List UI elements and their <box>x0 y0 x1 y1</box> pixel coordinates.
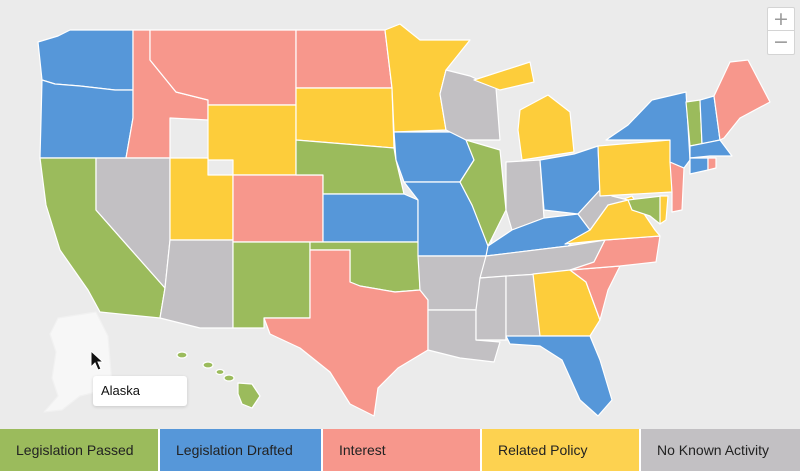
state-wyoming[interactable] <box>207 104 297 176</box>
state-michigan[interactable] <box>473 61 575 161</box>
state-new-jersey[interactable] <box>669 161 685 213</box>
state-texas[interactable] <box>263 249 429 417</box>
state-utah[interactable] <box>169 157 234 241</box>
state-illinois[interactable] <box>459 139 507 247</box>
zoom-out-button[interactable]: − <box>773 31 789 53</box>
state-washington[interactable] <box>37 29 134 91</box>
legend-legislation-drafted[interactable]: Legislation Drafted <box>160 429 323 471</box>
state-pennsylvania[interactable] <box>597 139 673 197</box>
state-colorado[interactable] <box>232 174 324 243</box>
state-kansas[interactable] <box>322 193 419 243</box>
map-legend: Legislation Passed Legislation Drafted I… <box>0 429 800 471</box>
state-florida[interactable] <box>505 335 613 417</box>
state-delaware[interactable] <box>659 195 669 225</box>
state-wisconsin[interactable] <box>439 69 501 141</box>
state-new-mexico[interactable] <box>232 241 311 329</box>
legend-label: Legislation Passed <box>16 442 134 458</box>
legend-legislation-passed[interactable]: Legislation Passed <box>0 429 160 471</box>
legend-no-known-activity[interactable]: No Known Activity <box>641 429 800 471</box>
state-maryland[interactable] <box>627 195 663 225</box>
zoom-control: + − <box>767 7 795 55</box>
state-mississippi[interactable] <box>475 275 507 341</box>
state-arkansas[interactable] <box>417 255 487 311</box>
legend-label: Legislation Drafted <box>176 442 293 458</box>
zoom-in-button[interactable]: + <box>768 8 794 31</box>
state-south-dakota[interactable] <box>295 87 395 149</box>
state-arizona[interactable] <box>159 239 234 329</box>
mouse-pointer-icon <box>90 350 105 371</box>
state-north-dakota[interactable] <box>295 29 393 89</box>
state-massachusetts[interactable] <box>689 139 733 159</box>
state-maine[interactable] <box>713 59 771 141</box>
legend-related-policy[interactable]: Related Policy <box>482 429 641 471</box>
state-oregon[interactable] <box>39 79 134 159</box>
legend-interest[interactable]: Interest <box>323 429 482 471</box>
state-iowa[interactable] <box>393 131 475 183</box>
state-rhode-island[interactable] <box>707 157 717 171</box>
us-map <box>37 23 771 417</box>
legend-label: Related Policy <box>498 442 588 458</box>
map-tooltip: Alaska <box>93 376 187 406</box>
legend-label: Interest <box>339 442 386 458</box>
state-hawaii[interactable] <box>176 351 261 409</box>
legend-label: No Known Activity <box>657 442 770 458</box>
tooltip-label: Alaska <box>101 383 141 398</box>
state-connecticut[interactable] <box>689 157 709 175</box>
